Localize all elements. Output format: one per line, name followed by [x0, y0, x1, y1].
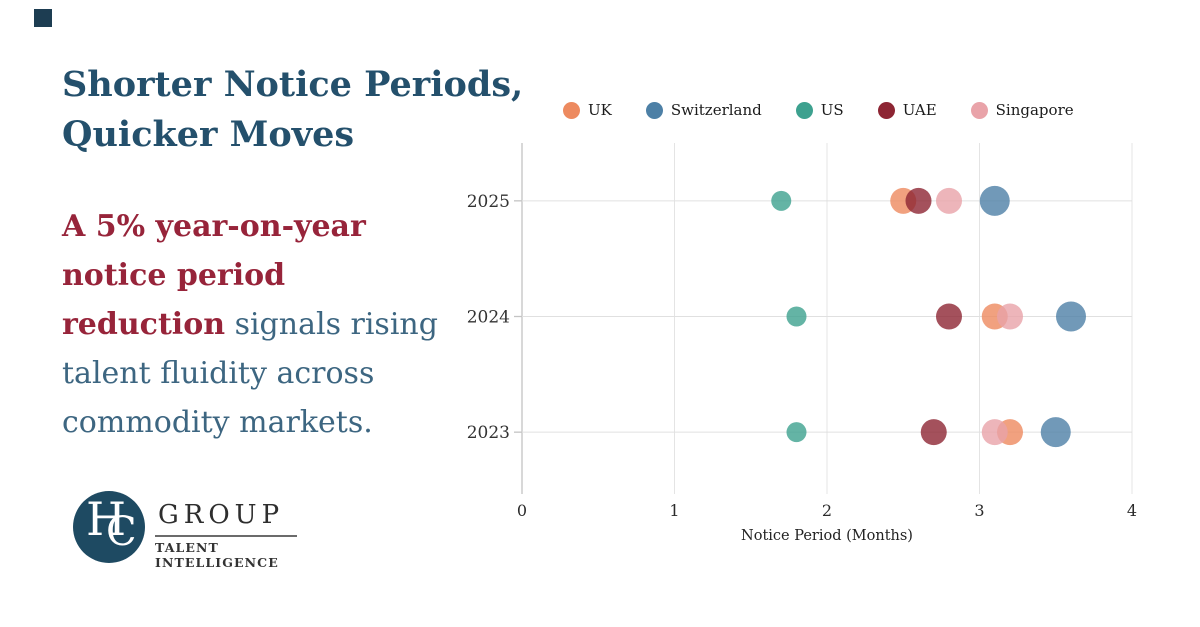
legend-item-switzerland: Switzerland — [645, 101, 762, 119]
intro-segment-normal: commodity markets. — [62, 405, 373, 440]
intro-line: notice period — [62, 251, 522, 300]
legend-label: UAE — [902, 101, 937, 119]
legend-label: US — [820, 101, 844, 119]
page-title-line2: Quicker Moves — [62, 114, 355, 155]
x-tick-label: 0 — [517, 501, 527, 520]
dot-us-2024 — [786, 306, 807, 327]
dot-singapore-2024 — [997, 303, 1023, 330]
logo-divider-line — [155, 535, 297, 537]
legend-item-uk: UK — [563, 101, 612, 119]
intro-segment-accent: notice period — [62, 258, 286, 293]
logo-letter-h: H — [86, 492, 127, 546]
chart-legend: UK Switzerland US UAE Singapore — [563, 101, 1074, 119]
x-tick-label: 3 — [974, 501, 984, 520]
intro-line: A 5% year-on-year — [62, 202, 522, 251]
y-tick-label: 2025 — [467, 192, 510, 212]
logo-group-text: GROUP — [158, 500, 285, 530]
x-tick-label: 2 — [822, 501, 832, 520]
page-title: Shorter Notice Periods, Quicker Moves — [62, 60, 532, 160]
dot-uae-2023 — [920, 419, 947, 446]
legend-dot-icon — [563, 101, 580, 119]
intro-segment-accent: A 5% year-on-year — [62, 209, 366, 244]
legend-label: UK — [588, 101, 612, 119]
logo-letter-c: C — [106, 509, 137, 555]
legend-dot-icon — [970, 101, 988, 119]
dot-singapore-2025 — [936, 187, 962, 214]
intro-segment-normal: signals rising — [225, 307, 438, 342]
legend-item-us: US — [795, 101, 844, 119]
dot-us-2025 — [771, 190, 792, 211]
legend-item-singapore: Singapore — [970, 101, 1074, 119]
page-title-line1: Shorter Notice Periods, — [62, 64, 524, 105]
hc-group-logo: H C GROUP TALENT INTELLIGENCE — [73, 491, 333, 571]
legend-dot-icon — [877, 101, 895, 119]
dot-uae-2024 — [936, 303, 962, 330]
legend-dot-icon — [795, 101, 813, 119]
logo-tagline: TALENT INTELLIGENCE — [155, 540, 279, 570]
intro-line: commodity markets. — [62, 398, 522, 447]
corner-accent-square — [34, 9, 52, 27]
x-tick-label: 4 — [1127, 501, 1137, 520]
intro-segment-normal: talent fluidity across — [62, 356, 375, 391]
logo-monogram-circle: H C — [73, 491, 145, 563]
dot-switzerland-2025 — [979, 185, 1010, 216]
x-tick-label: 1 — [669, 501, 679, 520]
dot-switzerland-2024 — [1056, 301, 1086, 332]
legend-item-uae: UAE — [877, 101, 937, 119]
dot-singapore-2023 — [981, 419, 1008, 446]
x-axis-title: Notice Period (Months) — [741, 528, 913, 544]
dot-uae-2025 — [905, 187, 932, 214]
legend-label: Switzerland — [670, 101, 762, 119]
dot-us-2023 — [786, 422, 807, 443]
y-tick-label: 2024 — [467, 308, 510, 328]
intro-paragraph: A 5% year-on-year notice period reduction … — [62, 202, 522, 447]
dot-switzerland-2023 — [1040, 417, 1071, 448]
y-tick-label: 2023 — [467, 423, 510, 443]
intro-line: talent fluidity across — [62, 349, 522, 398]
legend-dot-icon — [645, 101, 663, 119]
legend-label: Singapore — [995, 101, 1074, 119]
intro-line: reduction signals rising — [62, 300, 522, 349]
intro-segment-accent: reduction — [62, 307, 226, 342]
